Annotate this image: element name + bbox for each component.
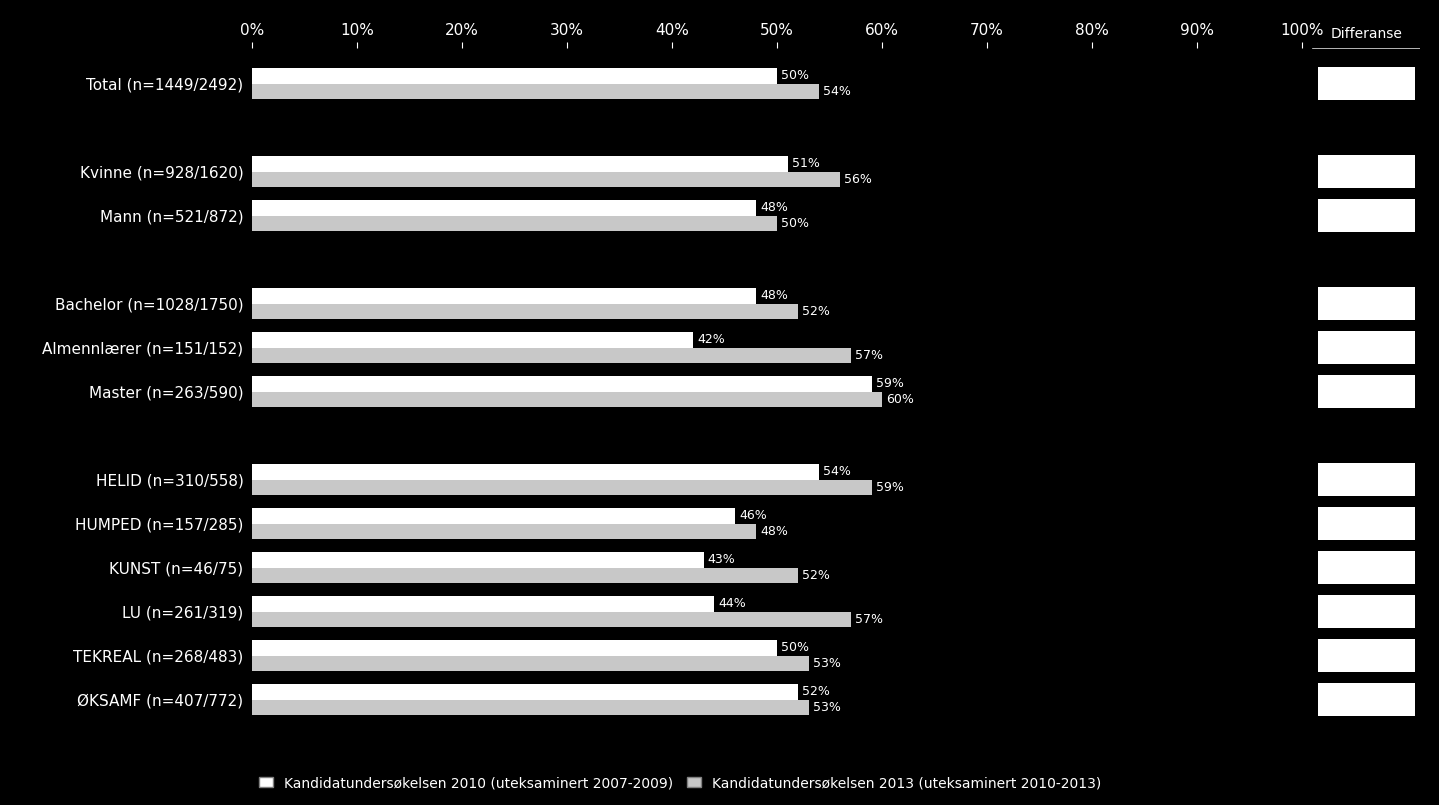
Bar	[252, 464, 819, 480]
Bar	[252, 303, 799, 319]
Text: 50%: 50%	[781, 217, 809, 229]
Bar	[252, 216, 777, 231]
FancyBboxPatch shape	[1318, 67, 1415, 100]
Text: 57%: 57%	[855, 613, 882, 625]
Text: 57%: 57%	[855, 349, 882, 361]
Text: 60%: 60%	[886, 393, 914, 406]
Bar	[252, 684, 799, 700]
Bar	[252, 640, 777, 655]
Bar	[252, 612, 850, 627]
Text: 52%: 52%	[803, 305, 830, 318]
Bar	[252, 552, 704, 568]
Text: 43%: 43%	[708, 553, 735, 567]
FancyBboxPatch shape	[1318, 155, 1415, 188]
Text: 50%: 50%	[781, 69, 809, 82]
Text: 52%: 52%	[803, 685, 830, 699]
Bar	[252, 597, 714, 612]
Text: 48%: 48%	[760, 525, 789, 538]
FancyBboxPatch shape	[1318, 331, 1415, 364]
FancyBboxPatch shape	[1318, 375, 1415, 408]
Bar	[252, 655, 809, 671]
Bar	[252, 156, 787, 171]
Bar	[252, 700, 809, 715]
Text: 56%: 56%	[845, 173, 872, 186]
Text: 46%: 46%	[740, 510, 767, 522]
Legend: Kandidatundersøkelsen 2010 (uteksaminert 2007-2009), Kandidatundersøkelsen 2013 : Kandidatundersøkelsen 2010 (uteksaminert…	[259, 776, 1101, 790]
Bar	[252, 523, 755, 539]
Bar	[252, 568, 799, 583]
Text: 53%: 53%	[813, 657, 840, 670]
Bar	[252, 348, 850, 363]
Text: 53%: 53%	[813, 700, 840, 714]
Bar	[252, 480, 872, 495]
Text: 48%: 48%	[760, 201, 789, 214]
Text: 59%: 59%	[876, 378, 904, 390]
Text: 54%: 54%	[823, 465, 850, 478]
Bar	[252, 84, 819, 99]
Bar	[252, 288, 755, 303]
Text: 42%: 42%	[698, 333, 725, 346]
Bar	[252, 171, 840, 187]
Bar	[252, 391, 882, 407]
Text: 59%: 59%	[876, 481, 904, 493]
FancyBboxPatch shape	[1318, 595, 1415, 628]
Bar	[252, 332, 694, 348]
FancyBboxPatch shape	[1318, 287, 1415, 320]
Bar	[252, 376, 872, 391]
Text: 51%: 51%	[791, 157, 820, 171]
Text: Differanse: Differanse	[1331, 27, 1402, 42]
Text: 52%: 52%	[803, 569, 830, 582]
Text: 44%: 44%	[718, 597, 745, 610]
FancyBboxPatch shape	[1318, 463, 1415, 496]
Bar	[252, 68, 777, 84]
FancyBboxPatch shape	[1318, 551, 1415, 584]
Text: 54%: 54%	[823, 85, 850, 97]
FancyBboxPatch shape	[1318, 683, 1415, 716]
Text: 48%: 48%	[760, 289, 789, 303]
FancyBboxPatch shape	[1318, 199, 1415, 232]
Bar	[252, 508, 735, 523]
Bar	[252, 200, 755, 216]
FancyBboxPatch shape	[1318, 507, 1415, 540]
Text: 50%: 50%	[781, 642, 809, 654]
FancyBboxPatch shape	[1318, 639, 1415, 672]
